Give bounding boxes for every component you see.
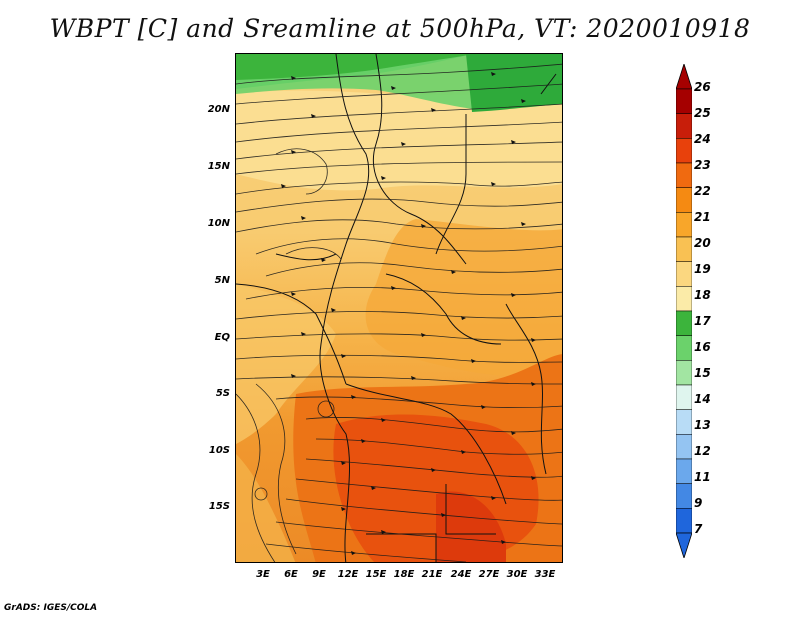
lat-label: 15S (208, 501, 230, 512)
colorbar-label: 12 (694, 444, 711, 458)
colorbar-label: 20 (694, 236, 711, 250)
lon-label: 24E (450, 569, 472, 580)
colorbar-cell (676, 286, 692, 312)
lon-label: 21E (421, 569, 443, 580)
colorbar-cell (676, 162, 692, 188)
colorbar-cell (676, 88, 692, 114)
colorbar-cell (676, 434, 692, 460)
colorbar-label: 19 (694, 262, 711, 276)
lon-label: 12E (337, 569, 359, 580)
colorbar-label: 21 (694, 210, 711, 224)
colorbar-cell (676, 360, 692, 386)
colorbar-cell (676, 384, 692, 410)
lon-label: 27E (478, 569, 500, 580)
map-panel (235, 53, 563, 563)
colorbar-label: 16 (694, 340, 711, 354)
colorbar-cell (676, 138, 692, 164)
colorbar-cell (676, 458, 692, 484)
streamlines (236, 63, 562, 562)
lat-label: 10S (208, 445, 230, 456)
lon-label: 18E (393, 569, 415, 580)
arrows (281, 72, 536, 555)
lat-label: 20N (207, 104, 230, 115)
colorbar-cell (676, 483, 692, 509)
colorbar-bottom-triangle (676, 532, 692, 558)
colorbar-label: 15 (694, 366, 711, 380)
colorbar-label: 14 (694, 392, 711, 406)
lon-label: 6E (284, 569, 298, 580)
colorbar-cell (676, 236, 692, 262)
colorbar-cell (676, 261, 692, 287)
colorbar-cell (676, 113, 692, 139)
colorbar-cell (676, 335, 692, 361)
colorbar-label: 24 (694, 132, 711, 146)
colorbar-label: 17 (694, 314, 711, 328)
colorbar-label: 22 (694, 184, 711, 198)
lat-label: 10N (207, 218, 230, 229)
colorbar-label: 25 (694, 106, 711, 120)
lon-label: 33E (534, 569, 556, 580)
lat-label: EQ (214, 332, 230, 343)
lat-label: 5N (214, 275, 230, 286)
colorbar (676, 64, 692, 558)
colorbar-top-triangle (676, 64, 692, 90)
lon-label: 9E (312, 569, 326, 580)
colorbar-label: 26 (694, 80, 711, 94)
colorbar-label: 18 (694, 288, 711, 302)
colorbar-label: 23 (694, 158, 711, 172)
colorbar-cell (676, 187, 692, 213)
wbpt-field (236, 54, 562, 562)
colorbar-cell (676, 409, 692, 435)
colorbar-cell (676, 310, 692, 336)
colorbar-cell (676, 212, 692, 238)
colorbar-cell (676, 508, 692, 534)
lat-label: 5S (215, 388, 230, 399)
lon-label: 15E (365, 569, 387, 580)
colorbar-label: 11 (694, 470, 711, 484)
colorbar-label: 9 (694, 496, 703, 510)
lon-label: 3E (256, 569, 270, 580)
colorbar-label: 7 (694, 522, 703, 536)
grads-credit: GrADS: IGES/COLA (4, 603, 98, 613)
lat-label: 15N (207, 161, 230, 172)
map-title: WBPT [C] and Sreamline at 500hPa, VT: 20… (49, 14, 751, 43)
colorbar-label: 13 (694, 418, 711, 432)
lon-label: 30E (506, 569, 528, 580)
